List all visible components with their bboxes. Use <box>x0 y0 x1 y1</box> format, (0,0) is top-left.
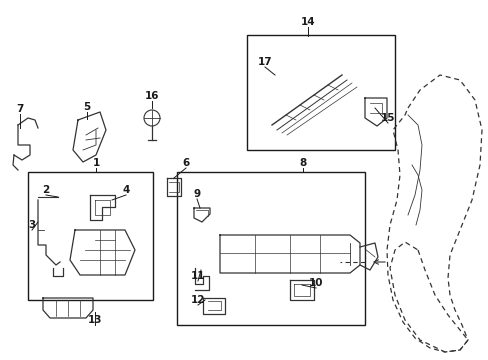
Text: 2: 2 <box>42 185 49 195</box>
Text: 12: 12 <box>190 295 205 305</box>
Text: 8: 8 <box>299 158 306 168</box>
Text: 17: 17 <box>257 57 272 67</box>
Text: 14: 14 <box>300 17 315 27</box>
Text: 11: 11 <box>190 271 205 281</box>
Text: 6: 6 <box>182 158 189 168</box>
Text: 7: 7 <box>16 104 23 114</box>
Text: 9: 9 <box>193 189 200 199</box>
Bar <box>177 172 364 325</box>
Text: 4: 4 <box>122 185 129 195</box>
Text: 10: 10 <box>308 278 323 288</box>
Bar <box>28 172 153 300</box>
Text: 15: 15 <box>380 113 394 123</box>
Text: 1: 1 <box>92 158 100 168</box>
Text: 13: 13 <box>87 315 102 325</box>
Text: 16: 16 <box>144 91 159 101</box>
Bar <box>246 35 394 150</box>
Text: 3: 3 <box>28 220 36 230</box>
Text: 5: 5 <box>83 102 90 112</box>
